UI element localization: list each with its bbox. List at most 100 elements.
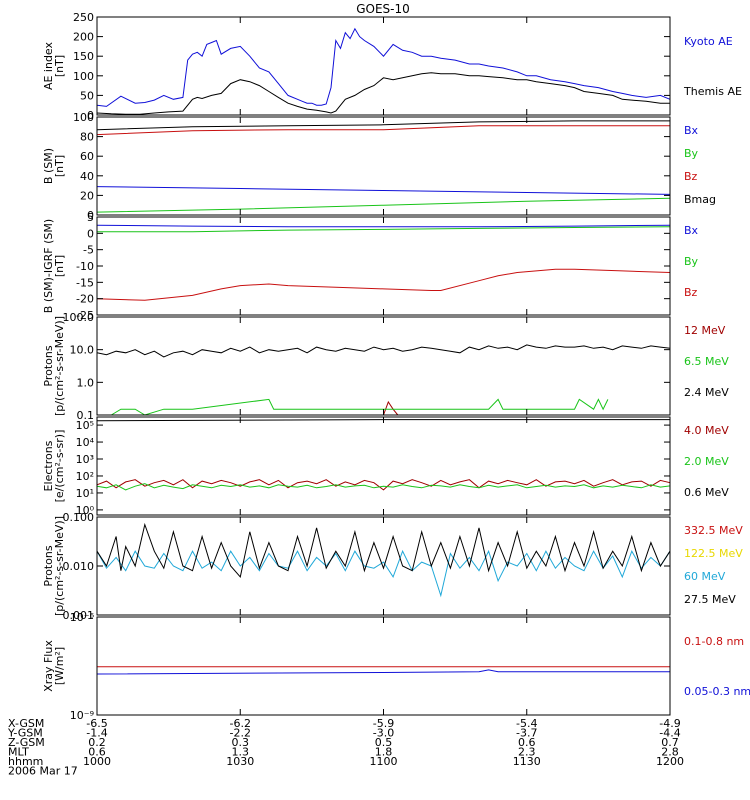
ytick-label-b-0: 0 [87, 209, 94, 222]
xaxis-value-2-1: 0.3 [232, 736, 250, 749]
ytick-label-protons_high-1: 0.010 [63, 560, 95, 573]
legend-protons_high-0: 332.5 MeV [684, 524, 743, 537]
xaxis-value-1-4: -4.4 [659, 727, 680, 740]
ytick-label-b-4: 80 [80, 131, 94, 144]
legend-electrons-1: 2.0 MeV [684, 455, 729, 468]
series-line-electrons-1 [96, 483, 671, 491]
panel-frame-ae [96, 16, 671, 116]
ylabel-b-0: B (SM) [42, 148, 55, 184]
legend-ae-0: Kyoto AE [684, 35, 733, 48]
series-line-ae-1 [96, 72, 670, 115]
legend-protons_high-2: 60 MeV [684, 570, 726, 583]
series-line-b-0 [96, 186, 671, 195]
ytick-label-bdiff-2: -15 [76, 276, 94, 289]
xaxis-value-3-1: 1.3 [232, 746, 250, 759]
legend-bdiff-2: Bz [684, 286, 698, 299]
ylabel-electrons-1: [e/(cm²-s-sr)] [53, 430, 66, 503]
ytick-label-bdiff-5: 0 [87, 227, 94, 240]
ytick-label-bdiff-6: 5 [87, 211, 94, 224]
xaxis-value-4-2: 1100 [370, 755, 398, 768]
panel-ae: 0 50 100 150 200 250 AE index[nT] Kyoto AE Themi… [42, 11, 742, 122]
xaxis-value-4-4: 1200 [656, 755, 684, 768]
series-line-b-2 [96, 125, 670, 136]
ytick-label-electrons-4: 10⁴ [76, 436, 95, 449]
series-line-ae-0 [96, 27, 671, 107]
ytick-label-b-2: 40 [80, 170, 94, 183]
series-line-xray-1 [96, 669, 670, 675]
ylabel-ae-0: AE index [42, 41, 55, 90]
ytick-label-bdiff-1: -20 [76, 293, 94, 306]
ytick-label-electrons-0: 10⁰ [76, 504, 95, 517]
ytick-label-bdiff-0: -25 [76, 309, 94, 322]
ylabel-bdiff-1: [nT] [53, 255, 66, 277]
xaxis-value-2-3: 0.6 [518, 736, 536, 749]
ytick-label-ae-0: 0 [87, 109, 94, 122]
ytick-label-electrons-2: 10² [76, 470, 94, 483]
ylabel-protons_high-1: [p/(cm²-s-sr-MeV)] [53, 516, 66, 616]
panel-protons_low: 0.1 1.0 10.0 100.0 Protons[p/(cm²-s-sr-MeV)]… [42, 311, 729, 422]
xaxis-row-label-3: MLT [8, 746, 29, 759]
xaxis-row-label-4: hhmm [8, 755, 43, 768]
ylabel-ae-1: [nT] [53, 55, 66, 77]
xaxis-value-2-0: 0.2 [88, 736, 106, 749]
legend-xray-1: 0.05-0.3 nm [684, 685, 750, 698]
ytick-label-ae-5: 250 [73, 11, 94, 24]
xaxis-value-2-2: 0.5 [375, 736, 393, 749]
ytick-label-xray-0: 10⁻⁹ [70, 709, 94, 722]
legend-b-0: Bx [684, 124, 699, 137]
xaxis-value-0-2: -5.9 [373, 717, 394, 730]
xaxis-value-3-2: 1.8 [375, 746, 393, 759]
xaxis-value-4-1: 1030 [226, 755, 254, 768]
panel-frame-xray [96, 616, 671, 716]
ytick-label-protons_high-2: 0.100 [63, 511, 95, 524]
ytick-label-bdiff-4: -5 [83, 244, 94, 257]
xaxis-row-label-2: Z-GSM [8, 736, 45, 749]
ytick-label-protons_low-2: 10.0 [70, 344, 95, 357]
xaxis-row-label-1: Y-GSM [7, 727, 43, 740]
legend-electrons-2: 0.6 MeV [684, 486, 729, 499]
ylabel-electrons-0: Electrons [42, 440, 55, 491]
legend-protons_low-1: 6.5 MeV [684, 355, 729, 368]
series-line-protons_low-0 [383, 400, 399, 416]
ytick-label-b-3: 60 [80, 150, 94, 163]
ytick-label-electrons-3: 10³ [76, 453, 94, 466]
ytick-label-protons_low-3: 100.0 [63, 311, 95, 324]
ylabel-protons_high-0: Protons [42, 545, 55, 586]
legend-bdiff-1: By [684, 255, 699, 268]
xaxis-value-1-0: -1.4 [86, 727, 107, 740]
ytick-label-b-1: 20 [80, 189, 94, 202]
ytick-label-protons_high-0: 0.001 [63, 609, 95, 622]
legend-xray-0: 0.1-0.8 nm [684, 635, 744, 648]
xaxis-value-3-3: 2.3 [518, 746, 536, 759]
legend-protons_low-0: 12 MeV [684, 324, 726, 337]
legend-b-2: Bz [684, 170, 698, 183]
legend-ae-1: Themis AE [683, 85, 742, 98]
ytick-label-electrons-5: 10⁵ [76, 419, 94, 432]
chart-title: GOES-10 [356, 2, 410, 16]
xaxis-value-2-4: 0.7 [661, 736, 679, 749]
xaxis-value-0-0: -6.5 [86, 717, 107, 730]
series-line-protons_low-1 [111, 398, 609, 416]
legend-bdiff-0: Bx [684, 224, 699, 237]
legend-b-1: By [684, 147, 699, 160]
xaxis-value-1-1: -2.2 [230, 727, 251, 740]
xaxis-value-0-1: -6.2 [230, 717, 251, 730]
ylabel-xray-0: Xray Flux [42, 640, 55, 692]
ylabel-xray-1: [W/m²] [53, 647, 66, 685]
xaxis-value-4-0: 1000 [83, 755, 111, 768]
series-line-bdiff-0 [96, 224, 671, 228]
panel-b: 0 20 40 60 80 100 B (SM)[nT] Bx By Bz Bmag [42, 111, 716, 222]
legend-protons_high-3: 27.5 MeV [684, 593, 736, 606]
xaxis-value-3-4: 2.8 [661, 746, 679, 759]
series-line-protons_high-3 [96, 522, 671, 578]
legend-protons_high-1: 122.5 MeV [684, 547, 743, 560]
ylabel-b-1: [nT] [53, 155, 66, 177]
xaxis-value-1-3: -3.7 [516, 727, 537, 740]
series-line-bdiff-2 [96, 268, 671, 301]
series-line-bdiff-1 [97, 226, 671, 233]
panel-frame-protons_low [96, 316, 671, 416]
series-line-b-3 [96, 120, 670, 131]
panel-xray: 10⁻⁹ 10⁻⁶ Xray Flux[W/m²] 0.1-0.8 nm 0.05-0.… [42, 611, 750, 722]
